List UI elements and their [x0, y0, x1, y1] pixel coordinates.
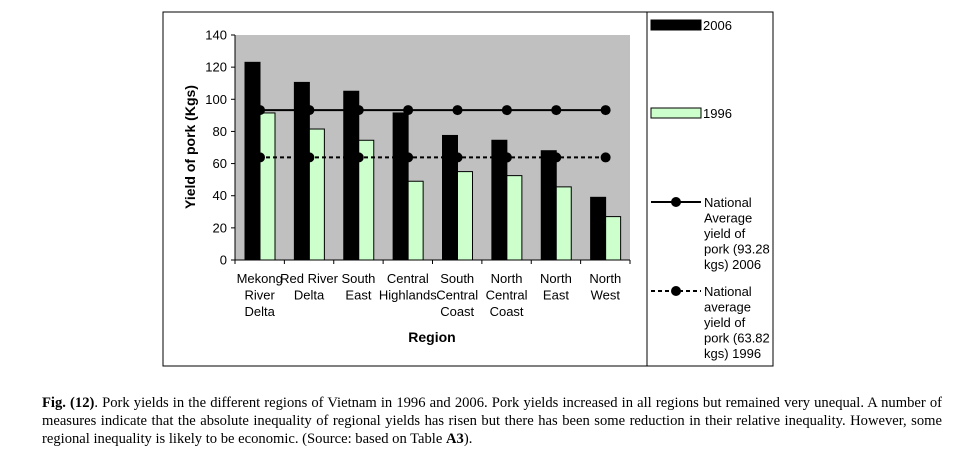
reference-marker [600, 105, 611, 116]
bar-1996-7 [555, 186, 572, 261]
reference-marker [353, 105, 364, 116]
figure-caption: Fig. (12). Pork yields in the different … [42, 394, 942, 448]
reference-marker [255, 105, 265, 116]
reference-marker [501, 152, 512, 163]
y-axis-label: Yield of pork (Kgs) [182, 85, 198, 209]
category-label: Mekong [237, 271, 283, 286]
legend-text-1: National [704, 195, 752, 210]
reference-marker [304, 105, 315, 116]
category-label: North [491, 271, 523, 286]
bar-2006-8 [590, 196, 607, 261]
legend-text-1: yield of [704, 226, 746, 241]
legend-text-1: kgs) 2006 [704, 257, 761, 272]
x-axis-label: Region [408, 329, 455, 345]
category-label: North [540, 271, 572, 286]
caption-table-ref: A3 [445, 431, 464, 447]
category-label: Red River [280, 271, 338, 286]
category-label: South [440, 271, 474, 286]
bar-2006-7 [540, 150, 557, 261]
legend-swatch-2006 [650, 19, 702, 31]
legend-marker-2 [671, 286, 681, 296]
caption-end: ). [463, 431, 473, 447]
legend-text-1: Average [704, 211, 752, 226]
category-label: Central [387, 271, 429, 286]
legend-label-1996: 1996 [703, 106, 732, 121]
y-tick-label: 80 [213, 124, 227, 139]
legend-text-1: pork (93.28 [704, 242, 770, 257]
legend-swatch-1996 [650, 107, 702, 119]
y-tick-label: 100 [205, 92, 227, 107]
category-label: North [589, 271, 621, 286]
category-label: Delta [245, 304, 276, 319]
reference-lines [255, 105, 611, 163]
reference-marker [255, 152, 265, 163]
reference-marker [551, 105, 562, 116]
bar-2006-4 [392, 112, 409, 261]
category-label: East [345, 288, 371, 303]
bar-2006-3 [343, 90, 360, 261]
bar-1996-8 [605, 216, 622, 261]
y-tick-label: 40 [213, 188, 227, 203]
category-label: South [341, 271, 375, 286]
reference-marker [304, 152, 315, 163]
legend-text-2: pork (63.82 [704, 331, 770, 346]
reference-marker [452, 152, 463, 163]
reference-marker [452, 105, 463, 116]
legend-marker-1 [671, 197, 681, 207]
bar-1996-2 [308, 128, 325, 261]
legend-label-2006: 2006 [703, 18, 732, 33]
legend-text-2: National [704, 284, 752, 299]
caption-label: Fig. (12) [42, 395, 95, 411]
legend-text-2: yield of [704, 315, 746, 330]
y-axis: 0 20 40 60 80 100 120 140 [205, 28, 236, 268]
category-label: Delta [294, 288, 325, 303]
bar-1996-1 [259, 112, 276, 261]
reference-marker [403, 152, 414, 163]
y-tick-label: 140 [205, 28, 227, 43]
category-label: West [591, 288, 621, 303]
y-tick-label: 60 [213, 156, 227, 171]
reference-marker [403, 105, 414, 116]
category-label: Central [486, 288, 528, 303]
category-label: Central [436, 288, 478, 303]
bar-1996-5 [457, 171, 473, 261]
category-label: Coast [440, 304, 474, 319]
category-label: Coast [490, 304, 524, 319]
bar-1996-6 [506, 175, 523, 261]
reference-marker [600, 152, 611, 163]
y-tick-label: 20 [213, 220, 227, 235]
reference-marker [501, 105, 512, 116]
reference-marker [551, 152, 562, 163]
category-label: River [245, 288, 276, 303]
category-label: East [543, 288, 569, 303]
legend-text-2: kgs) 1996 [704, 346, 761, 361]
reference-marker [353, 152, 364, 163]
category-label: Highlands [379, 288, 437, 303]
legend-text-2: average [704, 300, 751, 315]
caption-text: . Pork yields in the different regions o… [42, 395, 942, 447]
bar-1996-4 [407, 180, 424, 261]
y-tick-label: 120 [205, 60, 227, 75]
y-tick-label: 0 [220, 253, 227, 268]
